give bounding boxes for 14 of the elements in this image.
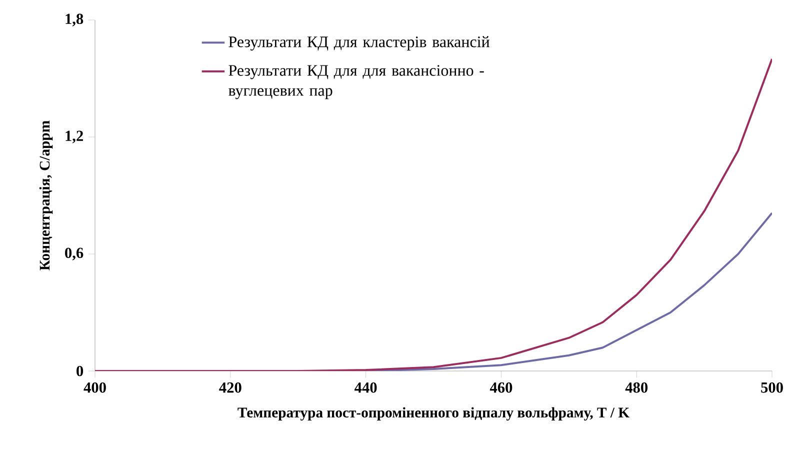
x-tick-label: 420 bbox=[219, 382, 242, 393]
y-tick-label: 0 bbox=[76, 366, 84, 376]
y-tick-label: 1,2 bbox=[66, 130, 83, 144]
x-tick-label: 400 bbox=[84, 382, 106, 393]
y-tick-label: 1,8 bbox=[66, 14, 84, 26]
x-tick-label: 460 bbox=[490, 382, 512, 393]
x-tick-label: 500 bbox=[761, 382, 783, 393]
y-tick-label: 0,6 bbox=[65, 248, 84, 260]
y-axis-title: Концентрація, C/appm bbox=[39, 120, 53, 270]
x-tick-label: 480 bbox=[625, 382, 648, 393]
x-axis-title: Температура пост-опроміненного відпалу вольфраму, T / K bbox=[238, 407, 630, 421]
legend-label: Результати КД для для вакансіонно - вуглецевих пар bbox=[228, 65, 484, 100]
x-tick-label: 440 bbox=[354, 382, 377, 393]
legend-label: Результати КД для кластерів вакансій bbox=[228, 36, 490, 51]
